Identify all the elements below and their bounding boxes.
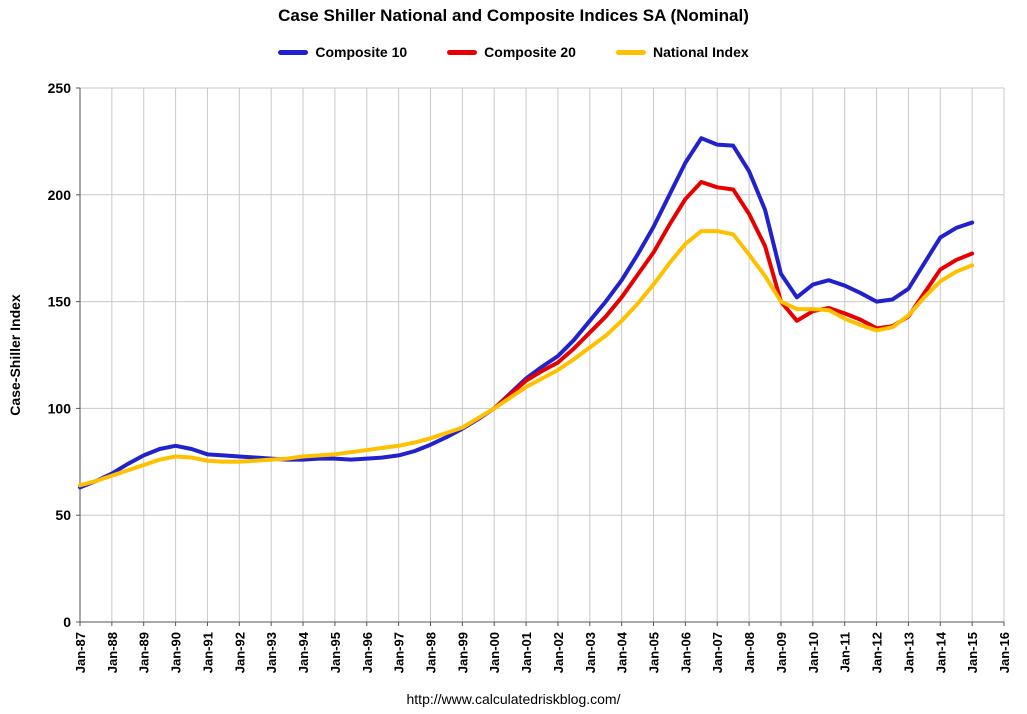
x-tick-label: Jan-05	[647, 632, 662, 673]
x-tick-label: Jan-01	[519, 632, 534, 673]
x-tick-label: Jan-93	[264, 632, 279, 673]
chart-title: Case Shiller National and Composite Indi…	[278, 6, 749, 25]
x-tick-label: Jan-89	[137, 632, 152, 673]
x-tick-label: Jan-11	[838, 632, 853, 672]
legend-label-national-index: National Index	[652, 44, 749, 60]
legend-swatch-composite-10	[278, 49, 309, 55]
x-tick-label: Jan-06	[678, 632, 693, 673]
legend-item-national-index: National Index	[615, 44, 749, 60]
x-tick-label: Jan-10	[806, 632, 821, 673]
x-tick-label: Jan-04	[615, 631, 630, 673]
x-tick-label: Jan-96	[360, 632, 375, 673]
x-tick-label: Jan-16	[997, 632, 1012, 673]
legend-swatch-national-index	[615, 49, 646, 55]
x-tick-label: Jan-98	[423, 632, 438, 673]
x-tick-label: Jan-95	[328, 632, 343, 673]
x-tick-label: Jan-97	[392, 632, 407, 673]
legend-label-composite-20: Composite 20	[484, 44, 576, 60]
x-tick-label: Jan-91	[200, 632, 215, 673]
x-tick-label: Jan-12	[870, 632, 885, 673]
legend-swatch-composite-20	[447, 49, 478, 55]
x-tick-label: Jan-15	[965, 632, 980, 673]
x-tick-label: Jan-03	[583, 632, 598, 673]
x-tick-label: Jan-99	[455, 632, 470, 673]
x-tick-label: Jan-00	[487, 632, 502, 673]
legend: Composite 10 Composite 20 National Index	[0, 44, 1027, 60]
legend-item-composite-10: Composite 10	[278, 44, 407, 60]
y-tick-label: 0	[63, 614, 71, 630]
y-tick-label: 100	[48, 400, 72, 416]
legend-label-composite-10: Composite 10	[315, 44, 408, 60]
x-tick-label: Jan-88	[105, 632, 120, 673]
legend-item-composite-20: Composite 20	[447, 44, 576, 60]
footer-url: http://www.calculatedriskblog.com/	[406, 691, 621, 707]
x-tick-label: Jan-09	[774, 632, 789, 673]
y-tick-label: 50	[55, 507, 71, 523]
x-tick-label: Jan-07	[710, 632, 725, 673]
line-national-index	[78, 229, 975, 488]
x-tick-label: Jan-87	[73, 632, 88, 673]
y-axis-labels: 0 50 100 150 200 250	[48, 80, 72, 630]
x-tick-label: Jan-92	[232, 632, 247, 673]
x-tick-label: Jan-08	[742, 632, 757, 673]
x-tick-label: Jan-94	[296, 631, 311, 673]
axes	[76, 87, 1005, 626]
x-tick-label: Jan-14	[933, 631, 948, 673]
y-tick-label: 200	[48, 187, 72, 203]
y-axis-title: Case-Shiller Index	[7, 294, 23, 416]
x-tick-label: Jan-90	[169, 632, 184, 673]
x-tick-label: Jan-13	[901, 632, 916, 673]
x-axis-labels: Jan-87 Jan-88 Jan-89 Jan-90 Jan-91 Jan-92 Jan-…	[73, 631, 1012, 673]
x-tick-label: Jan-02	[551, 632, 566, 673]
y-tick-label: 150	[48, 294, 72, 310]
y-tick-label: 250	[48, 80, 72, 96]
gridlines	[80, 87, 1005, 622]
